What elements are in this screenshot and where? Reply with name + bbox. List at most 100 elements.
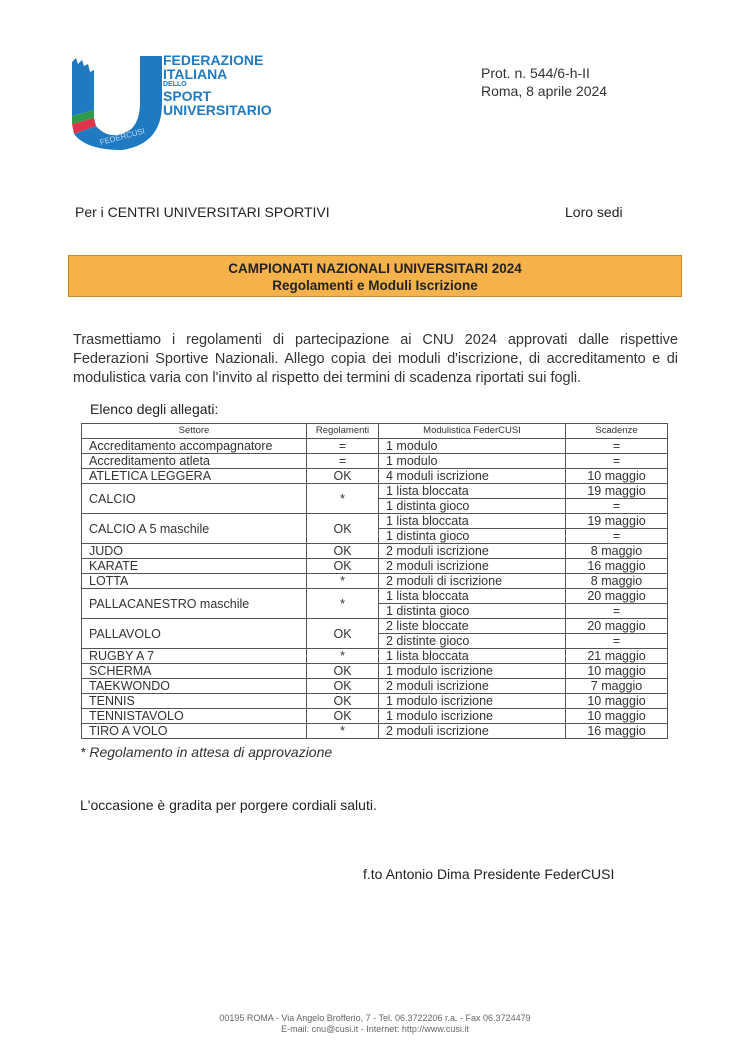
- cell-regolamenti: *: [306, 723, 379, 739]
- cell-modulistica: 1 modulo iscrizione: [378, 693, 566, 709]
- table-row: JUDO OK 2 moduli iscrizione 8 maggio: [81, 543, 668, 559]
- cell-scadenza: 10 maggio: [565, 708, 668, 724]
- table-row: Accreditamento accompagnatore = 1 modulo =: [81, 438, 668, 454]
- cell-regolamenti: OK: [306, 543, 379, 559]
- table-row: PALLAVOLO OK 2 liste bloccate 20 maggio: [81, 618, 668, 649]
- cell-scadenza: =: [565, 603, 668, 619]
- cell-regolamenti: OK: [306, 468, 379, 484]
- cell-settore: KARATE: [81, 558, 307, 574]
- letter-date: Roma, 8 aprile 2024: [481, 83, 608, 99]
- cell-regolamenti: OK: [306, 513, 379, 544]
- title-banner: CAMPIONATI NAZIONALI UNIVERSITARI 2024 R…: [68, 255, 682, 297]
- cell-scadenza: =: [565, 453, 668, 469]
- table-row: TENNIS OK 1 modulo iscrizione 10 maggio: [81, 693, 668, 709]
- logo-line: DELLO: [163, 81, 187, 88]
- attachments-table: Settore Regolamenti Modulistica FederCUS…: [81, 423, 668, 739]
- logo-line: ITALIANA: [163, 66, 228, 82]
- cell-scadenza: 10 maggio: [565, 693, 668, 709]
- header-scadenze: Scadenze: [565, 423, 668, 439]
- cell-settore: PALLAVOLO: [81, 618, 307, 649]
- table-row: 1 distinta gioco =: [82, 498, 668, 514]
- recipient-location: Loro sedi: [565, 204, 623, 220]
- table-row: TIRO A VOLO * 2 moduli iscrizione 16 maggio: [81, 723, 668, 739]
- table-row: 1 distinta gioco =: [82, 528, 668, 544]
- cell-scadenza: 7 maggio: [565, 678, 668, 694]
- table-row: Accreditamento atleta = 1 modulo =: [81, 453, 668, 469]
- cell-modulistica: 2 distinte gioco: [378, 633, 566, 649]
- cell-settore: Accreditamento accompagnatore: [81, 438, 307, 454]
- footer-contacts: E-mail: cnu@cusi.it - Internet: http://w…: [281, 1024, 469, 1034]
- cell-settore: TENNIS: [81, 693, 307, 709]
- cell-settore: RUGBY A 7: [81, 648, 307, 664]
- cell-scadenza: =: [565, 528, 668, 544]
- cell-scadenza: 20 maggio: [565, 588, 668, 604]
- cell-scadenza: 19 maggio: [565, 513, 668, 529]
- signature: f.to Antonio Dima Presidente FederCUSI: [363, 866, 615, 882]
- cell-modulistica: 1 lista bloccata: [378, 513, 566, 529]
- cell-modulistica: 1 distinta gioco: [378, 528, 566, 544]
- cell-scadenza: 16 maggio: [565, 558, 668, 574]
- logo-text: FEDERAZIONE ITALIANA DELLO SPORT UNIVERS…: [163, 53, 272, 117]
- cell-settore: JUDO: [81, 543, 307, 559]
- cell-scadenza: =: [565, 438, 668, 454]
- table-row: CALCIO A 5 maschile OK 1 lista bloccata 19 …: [81, 513, 668, 544]
- cell-settore: Accreditamento atleta: [81, 453, 307, 469]
- cell-settore: TIRO A VOLO: [81, 723, 307, 739]
- cell-modulistica: 2 moduli iscrizione: [378, 723, 566, 739]
- table-row: LOTTA * 2 moduli di iscrizione 8 maggio: [81, 573, 668, 589]
- table-row: KARATE OK 2 moduli iscrizione 16 maggio: [81, 558, 668, 574]
- cell-settore: CALCIO: [81, 483, 307, 514]
- cell-regolamenti: OK: [306, 558, 379, 574]
- cell-regolamenti: OK: [306, 708, 379, 724]
- footer-address: 00195 ROMA - Via Angelo Brofferio, 7 - T…: [219, 1013, 531, 1023]
- cell-scadenza: 10 maggio: [565, 663, 668, 679]
- federcusi-logo-icon: FEDERCUSI: [72, 56, 162, 150]
- cell-settore: TAEKWONDO: [81, 678, 307, 694]
- header-modulistica: Modulistica FederCUSI: [378, 423, 566, 439]
- cell-modulistica: 1 lista bloccata: [378, 483, 566, 499]
- cell-regolamenti: OK: [306, 663, 379, 679]
- banner-title: CAMPIONATI NAZIONALI UNIVERSITARI 2024: [228, 261, 522, 276]
- cell-modulistica: 2 liste bloccate: [378, 618, 566, 634]
- intro-paragraph: Trasmettiamo i regolamenti di partecipaz…: [73, 332, 678, 386]
- table-row: SCHERMA OK 1 modulo iscrizione 10 maggio: [81, 663, 668, 679]
- cell-modulistica: 1 lista bloccata: [378, 648, 566, 664]
- table-header-row: Settore Regolamenti Modulistica FederCUS…: [81, 423, 668, 439]
- cell-regolamenti: *: [306, 483, 379, 514]
- banner-subtitle: Regolamenti e Moduli Iscrizione: [272, 278, 478, 293]
- cell-regolamenti: *: [306, 588, 379, 619]
- cell-modulistica: 2 moduli iscrizione: [378, 558, 566, 574]
- cell-modulistica: 1 modulo iscrizione: [378, 663, 566, 679]
- cell-modulistica: 1 modulo iscrizione: [378, 708, 566, 724]
- footnote: * Regolamento in attesa di approvazione: [80, 744, 333, 760]
- attachments-title: Elenco degli allegati:: [90, 401, 219, 417]
- table-row: PALLACANESTRO maschile * 1 lista bloccata 2…: [81, 588, 668, 619]
- table-row: 1 distinta gioco =: [82, 603, 668, 619]
- cell-regolamenti: OK: [306, 678, 379, 694]
- table-row: CALCIO * 1 lista bloccata 19 maggio: [81, 483, 668, 514]
- cell-settore: TENNISTAVOLO: [81, 708, 307, 724]
- cell-settore: SCHERMA: [81, 663, 307, 679]
- cell-regolamenti: *: [306, 573, 379, 589]
- cell-scadenza: 20 maggio: [565, 618, 668, 634]
- header-regolamenti: Regolamenti: [306, 423, 379, 439]
- protocol-block: Prot. n. 544/6-h-II Roma, 8 aprile 2024: [481, 64, 607, 100]
- table-row: TAEKWONDO OK 2 moduli iscrizione 7 maggio: [81, 678, 668, 694]
- cell-regolamenti: OK: [306, 618, 379, 649]
- cell-regolamenti: OK: [306, 693, 379, 709]
- cell-modulistica: 1 distinta gioco: [378, 603, 566, 619]
- cell-scadenza: 8 maggio: [565, 543, 668, 559]
- table-row: RUGBY A 7 * 1 lista bloccata 21 maggio: [81, 648, 668, 664]
- cell-scadenza: 19 maggio: [565, 483, 668, 499]
- header-settore: Settore: [81, 423, 307, 439]
- table-row: TENNISTAVOLO OK 1 modulo iscrizione 10 magg…: [81, 708, 668, 724]
- cell-scadenza: =: [565, 633, 668, 649]
- cell-scadenza: 16 maggio: [565, 723, 668, 739]
- closing-text: L'occasione è gradita per porgere cordia…: [80, 797, 377, 813]
- cell-modulistica: 2 moduli iscrizione: [378, 543, 566, 559]
- cell-modulistica: 4 moduli iscrizione: [378, 468, 566, 484]
- protocol-number: Prot. n. 544/6-h-II: [481, 65, 590, 81]
- table-row: 2 distinte gioco =: [82, 633, 668, 649]
- logo-line: UNIVERSITARIO: [163, 102, 272, 118]
